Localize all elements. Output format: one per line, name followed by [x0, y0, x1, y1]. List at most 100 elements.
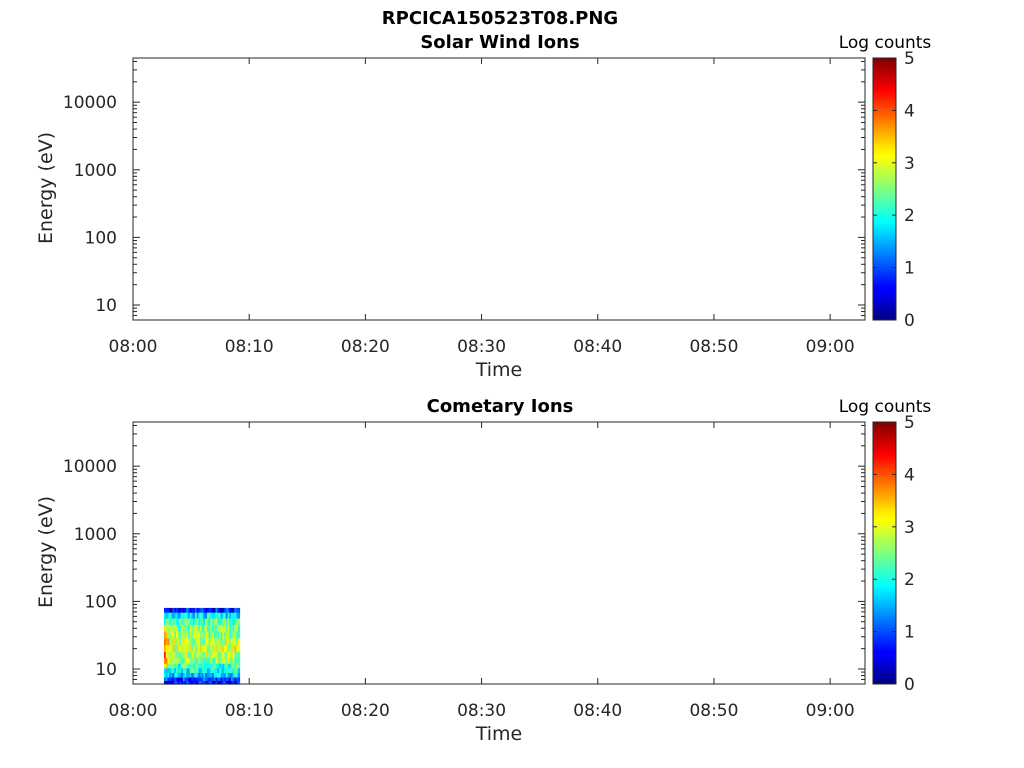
spectrogram-cell [186, 631, 189, 640]
spectrogram-cell [198, 607, 201, 614]
spectrogram-cell [227, 677, 230, 682]
spectrogram-cell [177, 625, 181, 633]
spectrogram-cell [186, 658, 189, 665]
spectrogram-cell [191, 638, 194, 646]
spectrogram-cell [196, 638, 199, 646]
spectrogram-cell [237, 658, 241, 665]
spectrogram-cell [234, 607, 237, 614]
spectrogram-cell [206, 681, 210, 685]
x-tick-label: 08:00 [109, 701, 158, 721]
spectrogram-cell [189, 612, 193, 620]
spectrogram-cell [184, 631, 187, 640]
spectrogram-cell [203, 651, 206, 659]
spectrogram-cell [227, 625, 230, 633]
spectrogram-cell [191, 612, 194, 620]
spectrogram-cell [222, 681, 225, 685]
spectrogram-cell [217, 645, 220, 653]
spectrogram-cell [184, 651, 187, 659]
spectrogram-cell [225, 668, 229, 674]
spectrogram-cell [218, 607, 222, 614]
spectrogram-cell [215, 658, 218, 665]
spectrogram-cell [172, 645, 175, 653]
spectrogram-cell [181, 651, 184, 659]
spectrogram-cell [237, 645, 241, 653]
spectrogram-cell [191, 607, 194, 614]
spectrogram-cell [200, 607, 203, 614]
spectrogram-cell [181, 673, 184, 679]
spectrogram-cell [172, 625, 175, 633]
spectrogram-cell [181, 612, 184, 620]
spectrogram-cell [163, 618, 167, 626]
spectrogram-cell [215, 651, 218, 659]
spectrogram-cell [189, 645, 193, 653]
spectrogram-cell [234, 618, 237, 626]
spectrogram-cell [225, 607, 229, 614]
spectrogram-cell [184, 645, 187, 653]
plot-frame [132, 421, 866, 685]
spectrogram-cell [169, 663, 172, 669]
spectrogram-cell [193, 677, 196, 682]
spectrogram-cell [225, 618, 229, 626]
spectrogram-cell [222, 673, 225, 679]
spectrogram-cell [170, 638, 174, 646]
spectrogram-cell [163, 645, 167, 653]
spectrogram-cell [186, 663, 189, 669]
spectrogram-cell [210, 651, 213, 659]
spectrogram-cell [198, 673, 201, 679]
spectrogram-cell [236, 673, 239, 679]
colorbar-tick-label: 2 [904, 206, 915, 226]
spectrogram-cell [225, 638, 229, 646]
spectrogram-cell [176, 681, 179, 685]
spectrogram-cell [169, 668, 172, 674]
spectrogram-cell [232, 663, 235, 669]
spectrogram-cell [201, 618, 205, 626]
spectrogram-cell [176, 625, 179, 633]
spectrogram-cell [206, 631, 210, 640]
spectrogram-cell [217, 681, 220, 685]
spectrogram-cell [210, 612, 213, 620]
spectrogram-cell [188, 681, 191, 685]
spectrogram-cell [176, 651, 179, 659]
spectrogram-cell [205, 625, 208, 633]
y-tick-label: 10000 [63, 457, 117, 477]
spectrogram-cell [217, 651, 220, 659]
spectrogram-cell [237, 638, 241, 646]
spectrogram-cell [167, 618, 170, 626]
x-tick-label: 09:00 [806, 337, 855, 357]
spectrogram-cell [236, 625, 239, 633]
spectrogram-cell [205, 618, 208, 626]
spectrogram-cell [167, 631, 170, 640]
spectrogram-cell [196, 681, 199, 685]
spectrogram-cell [213, 625, 217, 633]
spectrogram-cell [163, 668, 167, 674]
spectrogram-cell [222, 607, 225, 614]
spectrogram-cell [177, 618, 181, 626]
spectrogram-cell [186, 677, 189, 682]
spectrogram-cell [215, 631, 218, 640]
spectrogram-cell [212, 663, 215, 669]
spectrogram-cell [222, 618, 225, 626]
spectrogram-cell [236, 631, 239, 640]
spectrogram-cell [163, 651, 167, 659]
y-tick-label: 10000 [63, 93, 117, 113]
spectrogram-cell [172, 677, 175, 682]
spectrogram-cell [182, 638, 186, 646]
spectrogram-cell [191, 668, 194, 674]
spectrogram-cell [234, 631, 237, 640]
spectrogram-cell [215, 663, 218, 669]
y-axis-label: Energy (eV) [35, 132, 57, 244]
spectrogram-cell [201, 663, 205, 669]
spectrogram-cell [196, 663, 199, 669]
spectrogram-cell [232, 607, 235, 614]
spectrogram-cell [177, 631, 181, 640]
spectrogram-cell [194, 663, 198, 669]
spectrogram-cell [227, 673, 230, 679]
spectrogram-cell [229, 651, 232, 659]
colorbar-ticks: 0 1 2 3 4 5 [873, 49, 915, 331]
spectrogram-cell [163, 612, 167, 620]
spectrogram-cell [165, 631, 169, 640]
spectrogram-cell [169, 651, 172, 659]
colorbar-tick-label: 5 [904, 49, 915, 69]
spectrogram-cell [177, 612, 181, 620]
spectrogram-cell [200, 631, 203, 640]
